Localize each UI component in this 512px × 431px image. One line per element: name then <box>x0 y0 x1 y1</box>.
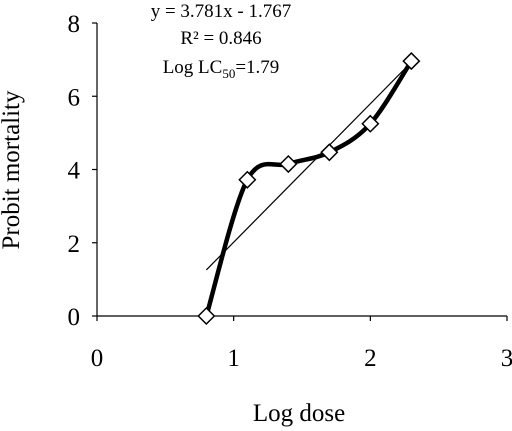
y-tick-label: 6 <box>68 84 81 111</box>
x-tick-label: 2 <box>364 345 377 372</box>
data-point-marker <box>197 306 216 326</box>
y-tick-label: 0 <box>68 304 81 331</box>
linear-trendline <box>205 61 412 271</box>
lc50-prefix: Log LC <box>163 57 223 78</box>
data-point-marker <box>402 52 421 71</box>
y-axis-title: Probit mortality <box>0 90 25 250</box>
lc50-subscript: 50 <box>222 66 235 81</box>
x-tick-label: 3 <box>501 345 512 372</box>
series-smooth-line <box>204 58 414 319</box>
r-squared-label: R² = 0.846 <box>180 28 261 49</box>
y-tick-label: 2 <box>68 231 81 258</box>
data-point-marker <box>238 170 257 189</box>
x-tick-label: 0 <box>91 345 104 372</box>
x-tick-label: 1 <box>227 345 240 372</box>
y-tick-label: 8 <box>68 11 81 38</box>
x-axis-title: Log dose <box>253 400 345 427</box>
y-tick-label: 4 <box>68 158 81 185</box>
y-axis-ticks: 0 2 4 6 8 <box>68 11 97 331</box>
trend-equation: y = 3.781x - 1.767 <box>151 1 292 22</box>
lc50-value: =1.79 <box>235 57 279 78</box>
data-point-marker <box>279 154 298 174</box>
data-point-marker <box>361 114 380 133</box>
lc50-label: Log LC50=1.79 <box>163 57 280 81</box>
x-axis-ticks: 0 1 2 3 <box>91 316 512 372</box>
data-point-markers <box>197 52 421 326</box>
data-point-marker <box>320 143 339 162</box>
